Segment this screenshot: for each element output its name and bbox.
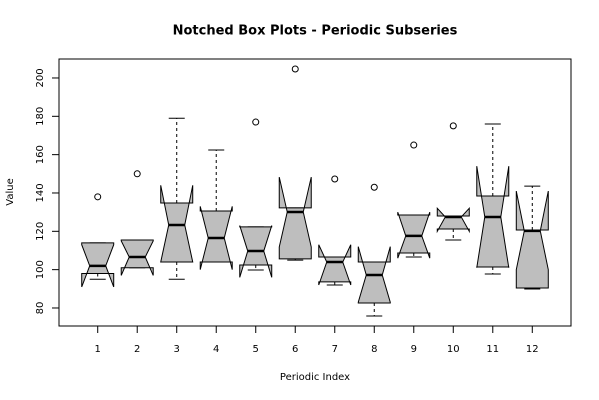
y-tick-label: 160 xyxy=(35,145,46,164)
x-tick-label: 8 xyxy=(371,344,377,355)
outlier xyxy=(449,122,457,130)
chart-title: Notched Box Plots - Periodic Subseries xyxy=(173,24,458,39)
x-tick-label: 12 xyxy=(526,344,539,355)
box xyxy=(318,244,352,286)
outlier xyxy=(94,193,102,201)
x-tick-label: 6 xyxy=(292,344,298,355)
outlier xyxy=(252,118,260,126)
y-tick-label: 200 xyxy=(35,68,46,87)
y-tick-label: 80 xyxy=(35,302,46,315)
x-tick-label: 9 xyxy=(411,344,417,355)
outlier xyxy=(370,183,378,191)
x-tick-label: 3 xyxy=(174,344,180,355)
y-tick-label: 180 xyxy=(35,107,46,126)
x-tick-label: 10 xyxy=(447,344,460,355)
x-tick-label: 7 xyxy=(332,344,338,355)
x-tick-label: 2 xyxy=(134,344,140,355)
x-tick-label: 11 xyxy=(486,344,499,355)
outlier xyxy=(331,175,339,183)
y-axis-label: Value xyxy=(5,178,16,205)
x-tick-label: 4 xyxy=(213,344,219,355)
box xyxy=(278,176,312,260)
y-tick-label: 120 xyxy=(35,222,46,241)
x-axis-label: Periodic Index xyxy=(280,372,350,383)
x-tick-label: 1 xyxy=(95,344,101,355)
y-tick-label: 100 xyxy=(35,260,46,279)
box xyxy=(515,190,549,289)
outlier xyxy=(291,65,299,73)
box xyxy=(160,185,194,263)
outlier xyxy=(410,141,418,149)
x-tick-label: 5 xyxy=(253,344,259,355)
box xyxy=(436,207,470,234)
outlier xyxy=(133,170,141,178)
y-tick-label: 140 xyxy=(35,183,46,202)
